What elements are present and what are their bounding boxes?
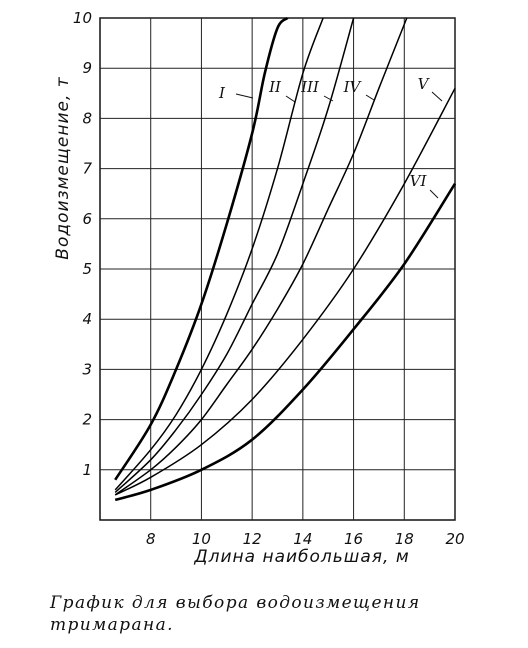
leader-line-v xyxy=(431,91,443,102)
x-tick-label: 12 xyxy=(243,530,262,548)
y-tick-label: 4 xyxy=(82,310,92,328)
series-line-iv xyxy=(114,17,408,496)
y-axis-label: Водоизмещение, т xyxy=(53,76,73,259)
y-tick-label: 6 xyxy=(82,210,92,228)
leader-line-iii xyxy=(323,95,334,102)
x-axis-label: Длина наибольшая, м xyxy=(193,547,409,567)
x-tick-label: 10 xyxy=(192,530,211,548)
x-tick-label: 16 xyxy=(344,530,363,548)
series-line-ii xyxy=(114,17,324,491)
x-tick-label: 8 xyxy=(146,530,156,548)
y-tick-label: 7 xyxy=(82,160,92,178)
y-tick-label: 5 xyxy=(82,260,92,278)
series-label-iii: III xyxy=(300,78,320,96)
series-label-v: V xyxy=(418,75,431,93)
x-tick-label: 20 xyxy=(445,530,464,548)
y-tick-label: 8 xyxy=(82,109,92,127)
y-tick-label: 1 xyxy=(82,461,92,479)
series-line-v xyxy=(114,87,456,496)
y-tick-label: 2 xyxy=(82,411,92,429)
curves xyxy=(114,16,457,502)
leader-line-iv xyxy=(365,94,375,101)
series-label-ii: II xyxy=(268,78,282,96)
curve-leaders xyxy=(235,91,443,199)
leader-line-vi xyxy=(429,189,439,199)
series-label-vi: VI xyxy=(410,172,428,190)
y-tick-label: 10 xyxy=(73,9,92,27)
series-label-i: I xyxy=(218,84,226,102)
series-line-vi xyxy=(114,183,457,502)
y-tick-label: 3 xyxy=(82,360,92,378)
series-line-i xyxy=(114,16,289,481)
grid xyxy=(99,17,456,521)
curve-labels: I II III IV VVI xyxy=(218,75,431,190)
series-label-iv: IV xyxy=(343,78,363,96)
series-line-iii xyxy=(114,17,355,493)
figure-caption: График для выбора водоизмещения тримаран… xyxy=(50,593,421,635)
leader-line-ii xyxy=(285,95,296,103)
leader-line-i xyxy=(235,93,254,99)
y-tick-label: 9 xyxy=(82,59,92,77)
x-tick-label: 18 xyxy=(395,530,414,548)
x-tick-label: 14 xyxy=(293,530,312,548)
